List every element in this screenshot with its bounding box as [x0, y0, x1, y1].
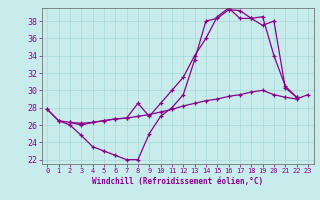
X-axis label: Windchill (Refroidissement éolien,°C): Windchill (Refroidissement éolien,°C): [92, 177, 263, 186]
